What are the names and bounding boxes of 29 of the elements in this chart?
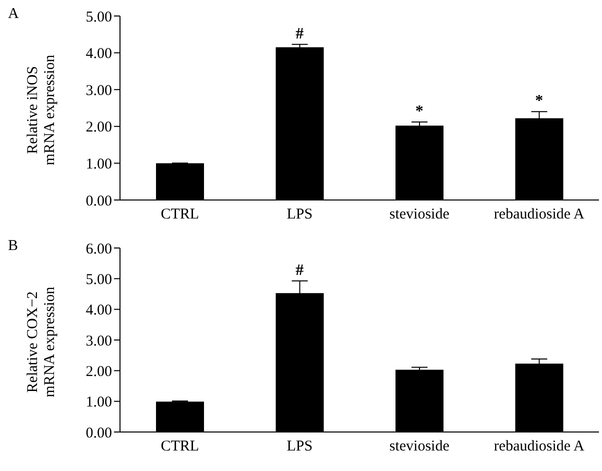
x-tick-label: stevioside (389, 206, 450, 223)
chart-title: A (8, 6, 19, 23)
chart-title: B (8, 238, 18, 255)
y-tick-label: 6.00 (86, 241, 112, 258)
y-tick-label: 5.00 (86, 9, 112, 26)
y-tick-label: 1.00 (86, 394, 112, 411)
y-axis-title: Relative iNOS mRNA expression (25, 54, 59, 166)
x-tick-label: rebaudioside A (494, 206, 584, 223)
annotation: * (415, 102, 424, 120)
annotation: # (296, 262, 304, 279)
x-tick-label: LPS (286, 206, 313, 223)
y-tick-label: 4.00 (86, 302, 112, 319)
x-tick-label: CTRL (160, 206, 200, 223)
x-tick-label: CTRL (160, 438, 200, 455)
y-tick-label: 1.00 (86, 156, 112, 173)
y-tick-label: 5.00 (86, 272, 112, 288)
y-tick-label: 0.00 (86, 425, 112, 442)
y-tick-label: 2.00 (86, 364, 112, 380)
y-tick-label: 0.00 (86, 193, 112, 210)
x-tick-label: LPS (286, 438, 313, 455)
x-tick-label: stevioside (389, 438, 450, 455)
y-axis-title: Relative COX−2 mRNA expression (25, 286, 59, 398)
x-tick-label: rebaudioside A (494, 438, 584, 455)
y-tick-label: 3.00 (86, 82, 112, 99)
y-tick-label: 3.00 (86, 333, 112, 350)
annotation: * (535, 92, 544, 110)
y-tick-label: 4.00 (86, 46, 112, 62)
y-tick-label: 2.00 (86, 120, 112, 136)
annotation: # (296, 25, 304, 42)
